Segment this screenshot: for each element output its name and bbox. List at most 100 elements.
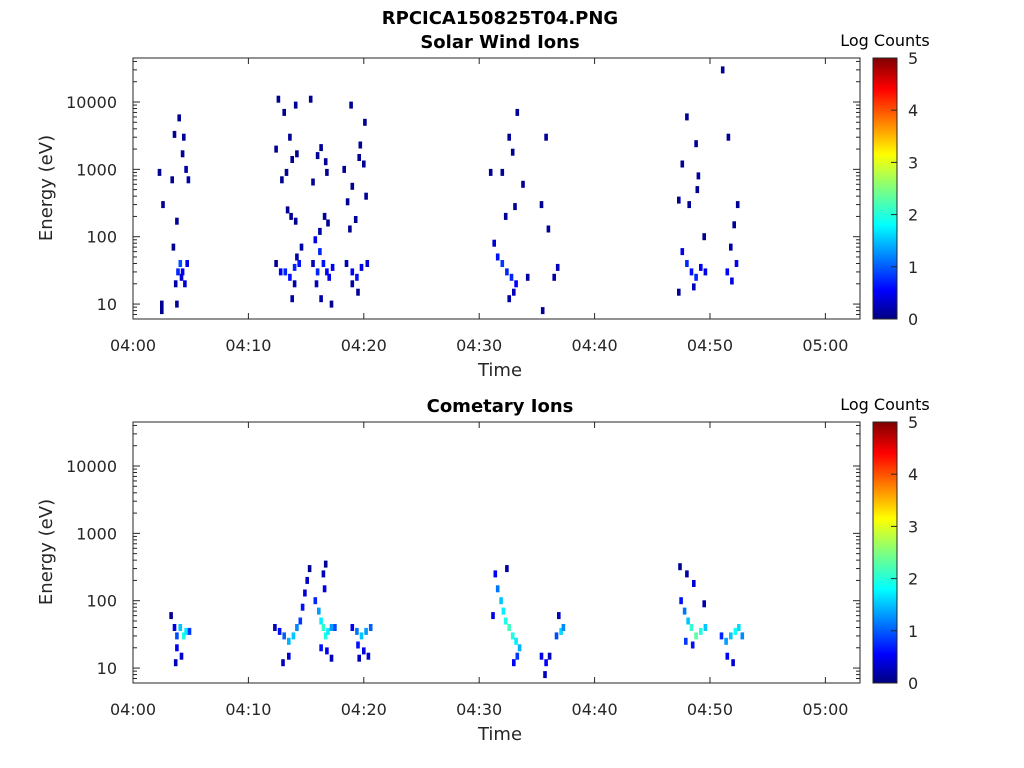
solar-wind-data-cell	[492, 239, 496, 247]
cometary-data-cell	[690, 641, 695, 649]
solar-wind-data-cell	[184, 165, 188, 173]
cometary-colorbar-tick-label: 5	[908, 413, 918, 432]
solar-wind-data-cell	[507, 133, 511, 141]
cometary-colorbar-tick-label: 3	[908, 517, 918, 536]
solar-wind-axes-frame	[132, 57, 861, 320]
cometary-data-cell	[273, 624, 277, 631]
cometary-data-cell	[719, 632, 724, 640]
cometary-y-tick-label: 10000	[66, 457, 117, 476]
cometary-data-cell	[366, 652, 371, 660]
solar-wind-colorbar-tick-label: 2	[908, 206, 918, 225]
cometary-data-cell	[317, 607, 321, 615]
cometary-data-cell	[287, 637, 291, 645]
cometary-data-cell	[694, 632, 698, 640]
solar-wind-y-tick-label: 100	[86, 228, 117, 247]
cometary-data-cell	[175, 632, 179, 640]
cometary-data-cell	[515, 652, 520, 660]
solar-wind-data-cell	[515, 108, 520, 116]
cometary-x-tick-label: 04:10	[225, 700, 271, 719]
cometary-data-cell	[512, 659, 516, 667]
cometary-data-cell	[505, 565, 509, 573]
solar-wind-plot-area	[133, 58, 860, 319]
solar-wind-data-cell	[539, 201, 544, 209]
cometary-y-label: Energy (eV)	[36, 499, 57, 605]
cometary-x-tick-label: 04:40	[572, 700, 618, 719]
solar-wind-x-tick-label: 04:10	[225, 336, 271, 355]
solar-wind-data-cell	[512, 288, 516, 296]
solar-wind-x-tick-label: 04:30	[456, 336, 502, 355]
cometary-data-cell	[322, 585, 327, 593]
cometary-data-cell	[703, 624, 708, 631]
cometary-data-cell	[184, 627, 188, 635]
solar-wind-data-cell	[356, 288, 360, 296]
cometary-data-cell	[557, 612, 561, 620]
solar-wind-data-cell	[552, 273, 556, 281]
solar-wind-data-cell	[695, 186, 700, 194]
solar-wind-data-cell	[364, 192, 368, 200]
cometary-data-cell	[175, 644, 179, 652]
cometary-data-cell	[731, 659, 735, 667]
solar-wind-data-cell	[687, 201, 691, 209]
solar-wind-data-cell	[500, 260, 505, 267]
cometary-title: Cometary Ions	[427, 396, 574, 417]
solar-wind-data-cell	[315, 268, 320, 276]
solar-wind-data-cell	[680, 248, 685, 256]
solar-wind-data-cell	[178, 260, 183, 267]
cometary-data-cell	[295, 624, 299, 631]
solar-wind-data-cell	[325, 268, 329, 276]
solar-wind-data-cell	[185, 260, 189, 267]
cometary-data-cell	[686, 617, 690, 625]
cometary-x-tick-label: 04:50	[687, 700, 733, 719]
solar-wind-y-label: Energy (eV)	[36, 135, 57, 241]
solar-wind-data-cell	[677, 196, 681, 204]
solar-wind-data-cell	[276, 95, 281, 103]
solar-wind-data-cell	[514, 280, 518, 288]
solar-wind-data-cell	[353, 216, 358, 223]
cometary-data-cell	[329, 624, 334, 631]
cometary-data-cell	[325, 647, 329, 655]
cometary-data-cell	[368, 624, 373, 631]
solar-wind-data-cell	[180, 150, 185, 158]
cometary-data-cell	[517, 644, 522, 652]
cometary-data-cell	[689, 624, 694, 631]
solar-wind-data-cell	[703, 268, 708, 276]
figure-title: RPCICA150825T04.PNG	[382, 8, 618, 29]
solar-wind-colorbar-tick-label: 3	[908, 153, 918, 172]
solar-wind-data-cell	[284, 168, 289, 176]
cometary-data-cell	[300, 603, 305, 611]
solar-wind-data-cell	[160, 300, 164, 308]
solar-wind-data-cell	[297, 260, 301, 267]
solar-wind-y-tick-label: 1000	[76, 160, 117, 179]
solar-wind-data-cell	[692, 283, 696, 291]
solar-wind-data-cell	[363, 118, 367, 126]
solar-wind-data-cell	[318, 248, 322, 256]
solar-wind-colorbar-tick-label: 4	[908, 101, 918, 120]
cometary-data-cell	[678, 563, 682, 571]
solar-wind-panel: Solar Wind Ions Log Counts Time Energy (…	[36, 31, 930, 381]
cometary-data-cell	[692, 580, 696, 587]
solar-wind-data-cell	[186, 176, 191, 184]
solar-wind-data-cell	[329, 300, 334, 308]
solar-wind-data-cell	[313, 236, 318, 244]
solar-wind-data-cell	[288, 273, 292, 281]
solar-wind-data-cell	[503, 212, 508, 220]
solar-wind-data-cell	[157, 168, 162, 176]
solar-wind-colorbar-label: Log Counts	[840, 31, 930, 50]
cometary-data-cell	[733, 627, 738, 635]
solar-wind-data-cell	[175, 300, 179, 308]
cometary-data-cell	[499, 597, 503, 605]
solar-wind-colorbar	[872, 57, 898, 320]
solar-wind-data-cell	[175, 217, 179, 225]
solar-wind-data-cell	[179, 273, 184, 281]
solar-wind-x-tick-label: 04:40	[572, 336, 618, 355]
solar-wind-data-cell	[288, 133, 292, 141]
cometary-data-cell	[321, 624, 326, 631]
solar-wind-data-cell	[509, 273, 514, 281]
solar-wind-data-cell	[285, 206, 290, 214]
solar-wind-data-cell	[290, 156, 294, 163]
solar-wind-x-tick-label: 05:00	[802, 336, 848, 355]
solar-wind-data-cell	[525, 273, 530, 281]
solar-wind-data-cell	[323, 158, 328, 166]
cometary-data-cell	[172, 624, 177, 631]
